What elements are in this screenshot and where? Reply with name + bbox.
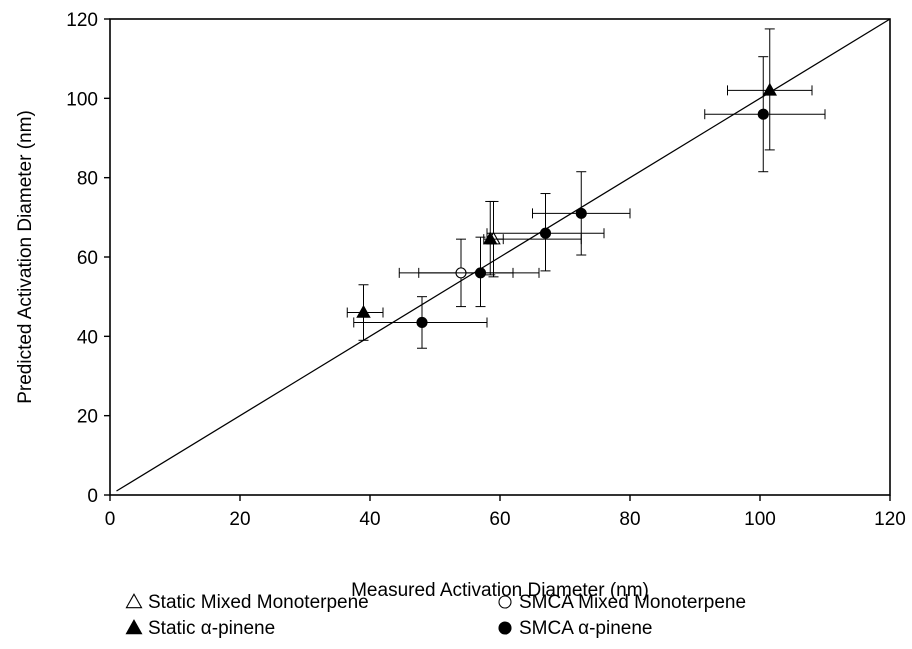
data-point: [539, 227, 552, 239]
x-tick-label: 60: [489, 509, 510, 530]
data-point: [575, 207, 587, 219]
legend-label: Static α-pinene: [148, 618, 275, 639]
x-tick-label: 40: [359, 509, 380, 530]
y-tick-label: 0: [87, 486, 98, 507]
x-tick-label: 120: [874, 509, 906, 530]
legend-item: SMCA Mixed Monoterpene: [498, 592, 746, 613]
y-tick-label: 60: [77, 248, 98, 269]
data-point: [356, 304, 371, 318]
data-point: [416, 316, 428, 329]
legend-item: Static Mixed Monoterpene: [125, 592, 369, 613]
legend: Static Mixed Monoterpene SMCA Mixed Monot…: [125, 592, 746, 639]
y-tick-label: 120: [66, 10, 98, 31]
y-tick-label: 100: [66, 89, 98, 110]
data-point: [474, 267, 487, 279]
legend-marker: [125, 593, 143, 609]
series-3: [353, 56, 826, 349]
series-2: [346, 28, 813, 341]
legend-item: SMCA α-pinene: [498, 618, 653, 639]
x-axis-title: Measured Activation Diameter (nm): [351, 580, 649, 601]
data-point: [757, 108, 769, 120]
legend-marker: [498, 621, 512, 635]
x-tick-label: 80: [619, 509, 640, 530]
legend-label: SMCA α-pinene: [519, 618, 653, 639]
y-tick-label: 80: [77, 169, 98, 190]
legend-marker: [125, 619, 143, 635]
y-tick-label: 20: [77, 407, 98, 428]
y-axis-title: Predicted Activation Diameter (nm): [15, 110, 36, 404]
data-point: [762, 82, 777, 96]
x-tick-label: 0: [105, 509, 116, 530]
x-tick-label: 20: [229, 509, 250, 530]
legend-item: Static α-pinene: [125, 618, 275, 639]
legend-label: Static Mixed Monoterpene: [148, 592, 369, 613]
x-tick-label: 100: [744, 509, 776, 530]
one-to-one-line: [116, 18, 891, 492]
data-point: [483, 231, 498, 245]
legend-label: SMCA Mixed Monoterpene: [519, 592, 746, 613]
legend-marker: [498, 595, 512, 609]
plot-area: 0 20 40 60 80 100 120 0 20 40 60 80 100 120: [66, 10, 906, 530]
y-tick-label: 40: [77, 327, 98, 348]
